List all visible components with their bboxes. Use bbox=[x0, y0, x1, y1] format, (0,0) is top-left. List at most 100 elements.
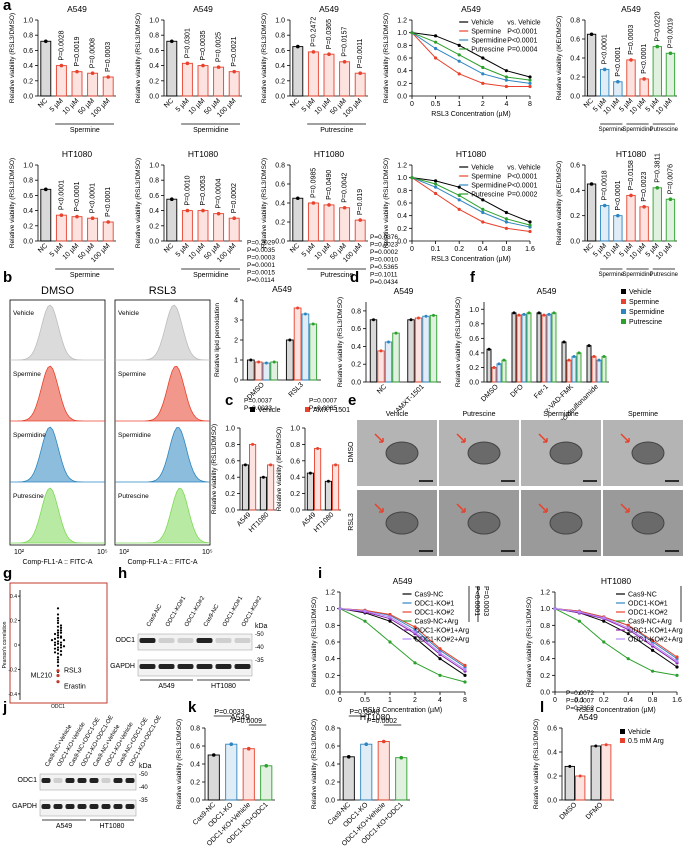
bar-dot bbox=[616, 213, 620, 218]
line bbox=[339, 608, 466, 683]
x-axis-label: RSL3 Concentration (µM) bbox=[431, 111, 511, 118]
point bbox=[434, 56, 438, 60]
legend-label: Spermine bbox=[471, 174, 501, 181]
band bbox=[89, 804, 99, 809]
x-tick-label: NC bbox=[163, 242, 175, 254]
bar bbox=[516, 314, 522, 383]
bar bbox=[613, 215, 623, 242]
bar bbox=[181, 62, 193, 97]
band-label: ODC1 bbox=[18, 777, 38, 784]
bar-dot bbox=[264, 764, 269, 768]
point bbox=[651, 669, 655, 673]
histogram bbox=[10, 365, 105, 422]
band bbox=[215, 638, 232, 643]
bar bbox=[197, 65, 209, 97]
y-tick-label: 1.0 bbox=[325, 606, 335, 613]
panel-letter: g bbox=[3, 565, 12, 582]
bar bbox=[384, 341, 393, 383]
point bbox=[434, 182, 438, 186]
band bbox=[196, 664, 213, 669]
legend-label: ODC1-KO#1+Arg bbox=[415, 628, 470, 635]
point bbox=[59, 631, 63, 634]
band bbox=[234, 664, 251, 669]
mitochondrion bbox=[549, 441, 583, 465]
y-tick-label: 0 bbox=[14, 643, 17, 649]
x-axis-label: RSL3 Concentration (µM) bbox=[576, 707, 656, 714]
point bbox=[481, 65, 485, 70]
x-tick-label: DFO bbox=[510, 383, 526, 399]
panel-letter: a bbox=[3, 0, 12, 14]
chart-title: A549 bbox=[67, 4, 87, 14]
y-tick-label: 0.0 bbox=[23, 239, 33, 246]
bar-dot bbox=[272, 360, 276, 364]
bar bbox=[71, 71, 83, 97]
y-tick-label: 0.6 bbox=[570, 163, 580, 170]
row-label: Putrescine bbox=[118, 493, 149, 500]
x-axis-label: Comp-FL1-A :: FITC-A bbox=[127, 559, 197, 566]
point bbox=[438, 657, 442, 661]
y-tick-label: 0.6 bbox=[23, 48, 33, 55]
bar-dot bbox=[522, 312, 526, 316]
bar bbox=[501, 359, 507, 383]
y-tick-label: 0.0 bbox=[547, 798, 557, 805]
x-tick-label: A549 bbox=[236, 511, 253, 528]
p-value: P=0.0007 bbox=[566, 698, 594, 705]
y-axis-label: Relative lipid peroxidation bbox=[214, 303, 221, 377]
group-label: HT1080 bbox=[100, 823, 125, 830]
y-axis-label: Relative viability (IKE/DMSO) bbox=[556, 16, 563, 101]
y-tick-label: 0.4 bbox=[325, 762, 335, 769]
bar-dot bbox=[487, 347, 491, 351]
marker-label: -50 bbox=[139, 772, 148, 778]
bar bbox=[414, 317, 423, 383]
point bbox=[457, 43, 461, 47]
y-tick-label: 0.8 bbox=[397, 188, 407, 195]
p-value: P=0.0028 bbox=[58, 30, 65, 60]
p-value: P=0.7352 bbox=[566, 705, 594, 712]
legend-label: Spermidine bbox=[471, 183, 507, 190]
bar-dot bbox=[106, 75, 110, 79]
point bbox=[53, 643, 57, 647]
bar-dot bbox=[296, 44, 300, 49]
y-tick-label: 0.4 bbox=[469, 350, 479, 357]
point bbox=[675, 673, 679, 677]
p-value: P=0.2029 bbox=[247, 240, 275, 247]
bar bbox=[181, 210, 193, 242]
line bbox=[411, 177, 531, 228]
bar-dot bbox=[602, 355, 606, 359]
bar-dot bbox=[75, 214, 79, 219]
p-value: P=0.2472 bbox=[310, 17, 317, 47]
mitochondrion bbox=[549, 511, 583, 535]
bar bbox=[561, 341, 567, 383]
p-value: P=0.0076 bbox=[667, 164, 674, 194]
y-tick-label: 4 bbox=[234, 298, 238, 305]
p-value: P=0.0007 bbox=[309, 398, 337, 405]
unit-label: kDa bbox=[255, 623, 268, 630]
p-value: P=0.0033 bbox=[214, 709, 244, 716]
point bbox=[528, 81, 532, 85]
mitochondrion bbox=[631, 441, 665, 465]
p-value: P=0.0019 bbox=[74, 36, 81, 66]
bar bbox=[55, 214, 67, 242]
bar bbox=[314, 448, 322, 511]
y-axis-label: Relative viability (RSL3/DMSO) bbox=[383, 13, 390, 103]
y-tick-label: 0.6 bbox=[397, 201, 407, 208]
bar-dot bbox=[326, 479, 330, 483]
line bbox=[554, 608, 678, 676]
y-tick-label: 0.4 bbox=[547, 750, 557, 757]
bar bbox=[55, 65, 67, 97]
y-tick-label: 1.0 bbox=[23, 18, 33, 25]
legend-swatch bbox=[621, 299, 626, 304]
p-value: P=0.0009 bbox=[232, 718, 262, 725]
point bbox=[59, 653, 63, 656]
y-tick-label: 0.2 bbox=[275, 78, 285, 85]
x-tick-label: 2 bbox=[413, 697, 417, 704]
group-label: A549 bbox=[158, 683, 174, 690]
bar-dot bbox=[243, 463, 247, 467]
point bbox=[56, 658, 60, 661]
bar-dot bbox=[232, 216, 236, 220]
p-value: P<0.0001 bbox=[105, 187, 112, 217]
x-tick-label: 10 µM bbox=[314, 242, 333, 261]
bar-dot bbox=[394, 331, 398, 335]
x-tick-label: 4 bbox=[438, 697, 442, 704]
y-tick-label: 0.4 bbox=[540, 656, 550, 663]
